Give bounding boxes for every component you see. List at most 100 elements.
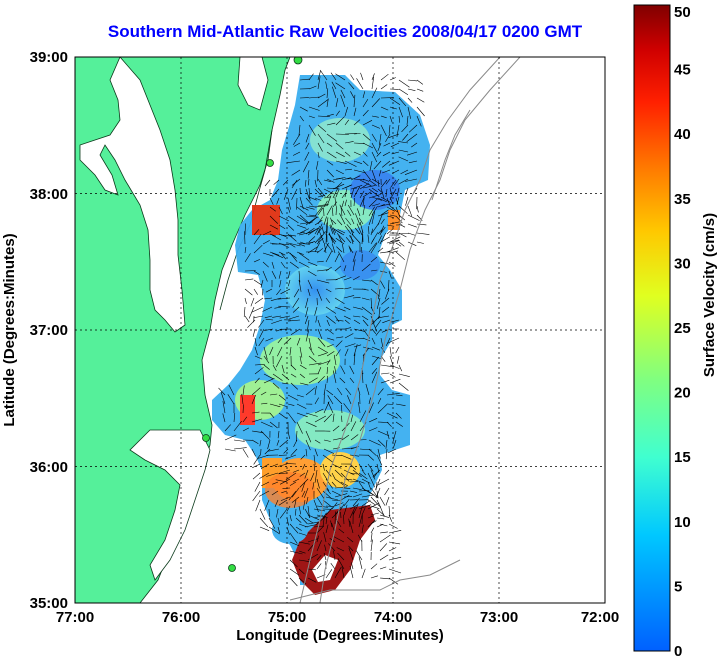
- velocity-arrow: [335, 98, 339, 108]
- velocity-arrow: [377, 235, 382, 244]
- velocity-arrow: [344, 319, 350, 325]
- velocity-arrow: [314, 205, 328, 208]
- velocity-arrow: [326, 169, 334, 178]
- velocity-arrow: [271, 319, 283, 324]
- velocity-arrow: [352, 469, 362, 478]
- velocity-arrow: [380, 187, 385, 199]
- x-tick-label: 77:00: [56, 609, 94, 626]
- velocity-arrow: [313, 463, 316, 472]
- velocity-arrow: [334, 288, 344, 290]
- velocity-arrow: [333, 354, 337, 366]
- velocity-arrow: [388, 523, 398, 529]
- velocity-arrow: [380, 203, 391, 207]
- velocity-arrow: [322, 512, 327, 519]
- velocity-arrow: [350, 235, 354, 245]
- velocity-arrow: [416, 232, 430, 235]
- velocity-arrow: [291, 178, 301, 186]
- velocity-arrow: [218, 387, 226, 396]
- velocity-arrow: [242, 427, 250, 432]
- velocity-arrow: [416, 115, 422, 127]
- velocity-vectors: [218, 69, 430, 587]
- velocity-arrow: [286, 505, 291, 512]
- velocity-arrow: [289, 243, 296, 248]
- velocity-arrow: [385, 496, 390, 506]
- velocity-arrow: [305, 306, 309, 318]
- velocity-arrow: [362, 169, 371, 181]
- velocity-arrow: [335, 206, 337, 216]
- velocity-arrow: [358, 504, 372, 510]
- x-tick-label: 73:00: [480, 609, 518, 626]
- velocity-arrow: [299, 78, 310, 81]
- velocity-arrow: [396, 355, 400, 364]
- velocity-arrow: [296, 337, 301, 346]
- velocity-arrow: [345, 217, 352, 226]
- velocity-arrow: [368, 198, 379, 208]
- velocity-arrow: [293, 142, 301, 147]
- velocity-arrow: [253, 315, 264, 319]
- velocity-arrow: [255, 499, 261, 512]
- velocity-arrow: [296, 215, 308, 224]
- velocity-arrow: [335, 336, 344, 339]
- velocity-arrow: [254, 346, 258, 356]
- velocity-arrow: [349, 365, 355, 375]
- velocity-arrow: [388, 547, 397, 552]
- velocity-arrow: [333, 395, 343, 405]
- velocity-arrow: [371, 73, 375, 81]
- velocity-arrow: [314, 385, 317, 396]
- velocity-arrow: [296, 421, 303, 434]
- velocity-arrow: [326, 351, 335, 357]
- velocity-arrow: [271, 261, 275, 269]
- velocity-arrow: [307, 553, 319, 561]
- velocity-arrow: [371, 319, 378, 332]
- velocity-arrow: [281, 364, 285, 374]
- velocity-arrow: [305, 251, 319, 253]
- velocity-arrow: [272, 364, 277, 371]
- x-tick-label: 74:00: [374, 609, 412, 626]
- velocity-arrow: [343, 315, 351, 320]
- velocity-arrow: [271, 188, 280, 198]
- velocity-arrow: [269, 206, 276, 212]
- velocity-arrow: [305, 421, 317, 427]
- velocity-arrow: [274, 499, 279, 508]
- velocity-arrow: [377, 142, 382, 152]
- velocity-arrow: [262, 230, 272, 236]
- velocity-arrow: [325, 469, 332, 477]
- velocity-arrow: [362, 160, 369, 167]
- velocity-arrow: [359, 190, 365, 199]
- velocity-arrow: [358, 514, 363, 528]
- velocity-arrow: [317, 76, 321, 90]
- velocity-arrow: [307, 261, 318, 266]
- velocity-arrow: [384, 487, 390, 496]
- velocity-arrow: [326, 113, 334, 117]
- velocity-arrow: [337, 552, 345, 561]
- colorbar-tick-label: 15: [674, 449, 691, 466]
- velocity-arrow: [383, 142, 391, 147]
- velocity-arrow: [306, 496, 309, 505]
- velocity-arrow: [347, 536, 354, 543]
- velocity-arrow: [416, 88, 424, 92]
- velocity-arrow: [370, 478, 375, 488]
- velocity-arrow: [299, 228, 310, 234]
- velocity-arrow: [386, 393, 400, 396]
- velocity-arrow: [317, 151, 320, 159]
- velocity-arrow: [277, 463, 288, 467]
- velocity-arrow: [377, 421, 389, 423]
- velocity-arrow: [371, 151, 378, 163]
- velocity-arrow: [307, 514, 320, 520]
- velocity-arrow: [289, 568, 300, 576]
- velocity-arrow: [317, 226, 324, 234]
- velocity-arrow: [279, 315, 291, 319]
- velocity-arrow: [242, 416, 248, 423]
- velocity-arrow: [362, 319, 369, 327]
- velocity-arrow: [272, 315, 282, 318]
- colorbar-tick-label: 25: [674, 320, 691, 337]
- velocity-arrow: [298, 243, 306, 247]
- velocity-arrow: [326, 344, 334, 348]
- velocity-arrow: [317, 93, 326, 99]
- velocity-arrow: [316, 279, 330, 284]
- velocity-arrow: [305, 297, 309, 309]
- velocity-arrow: [272, 382, 280, 389]
- velocity-arrow: [361, 507, 366, 516]
- velocity-arrow: [253, 244, 263, 254]
